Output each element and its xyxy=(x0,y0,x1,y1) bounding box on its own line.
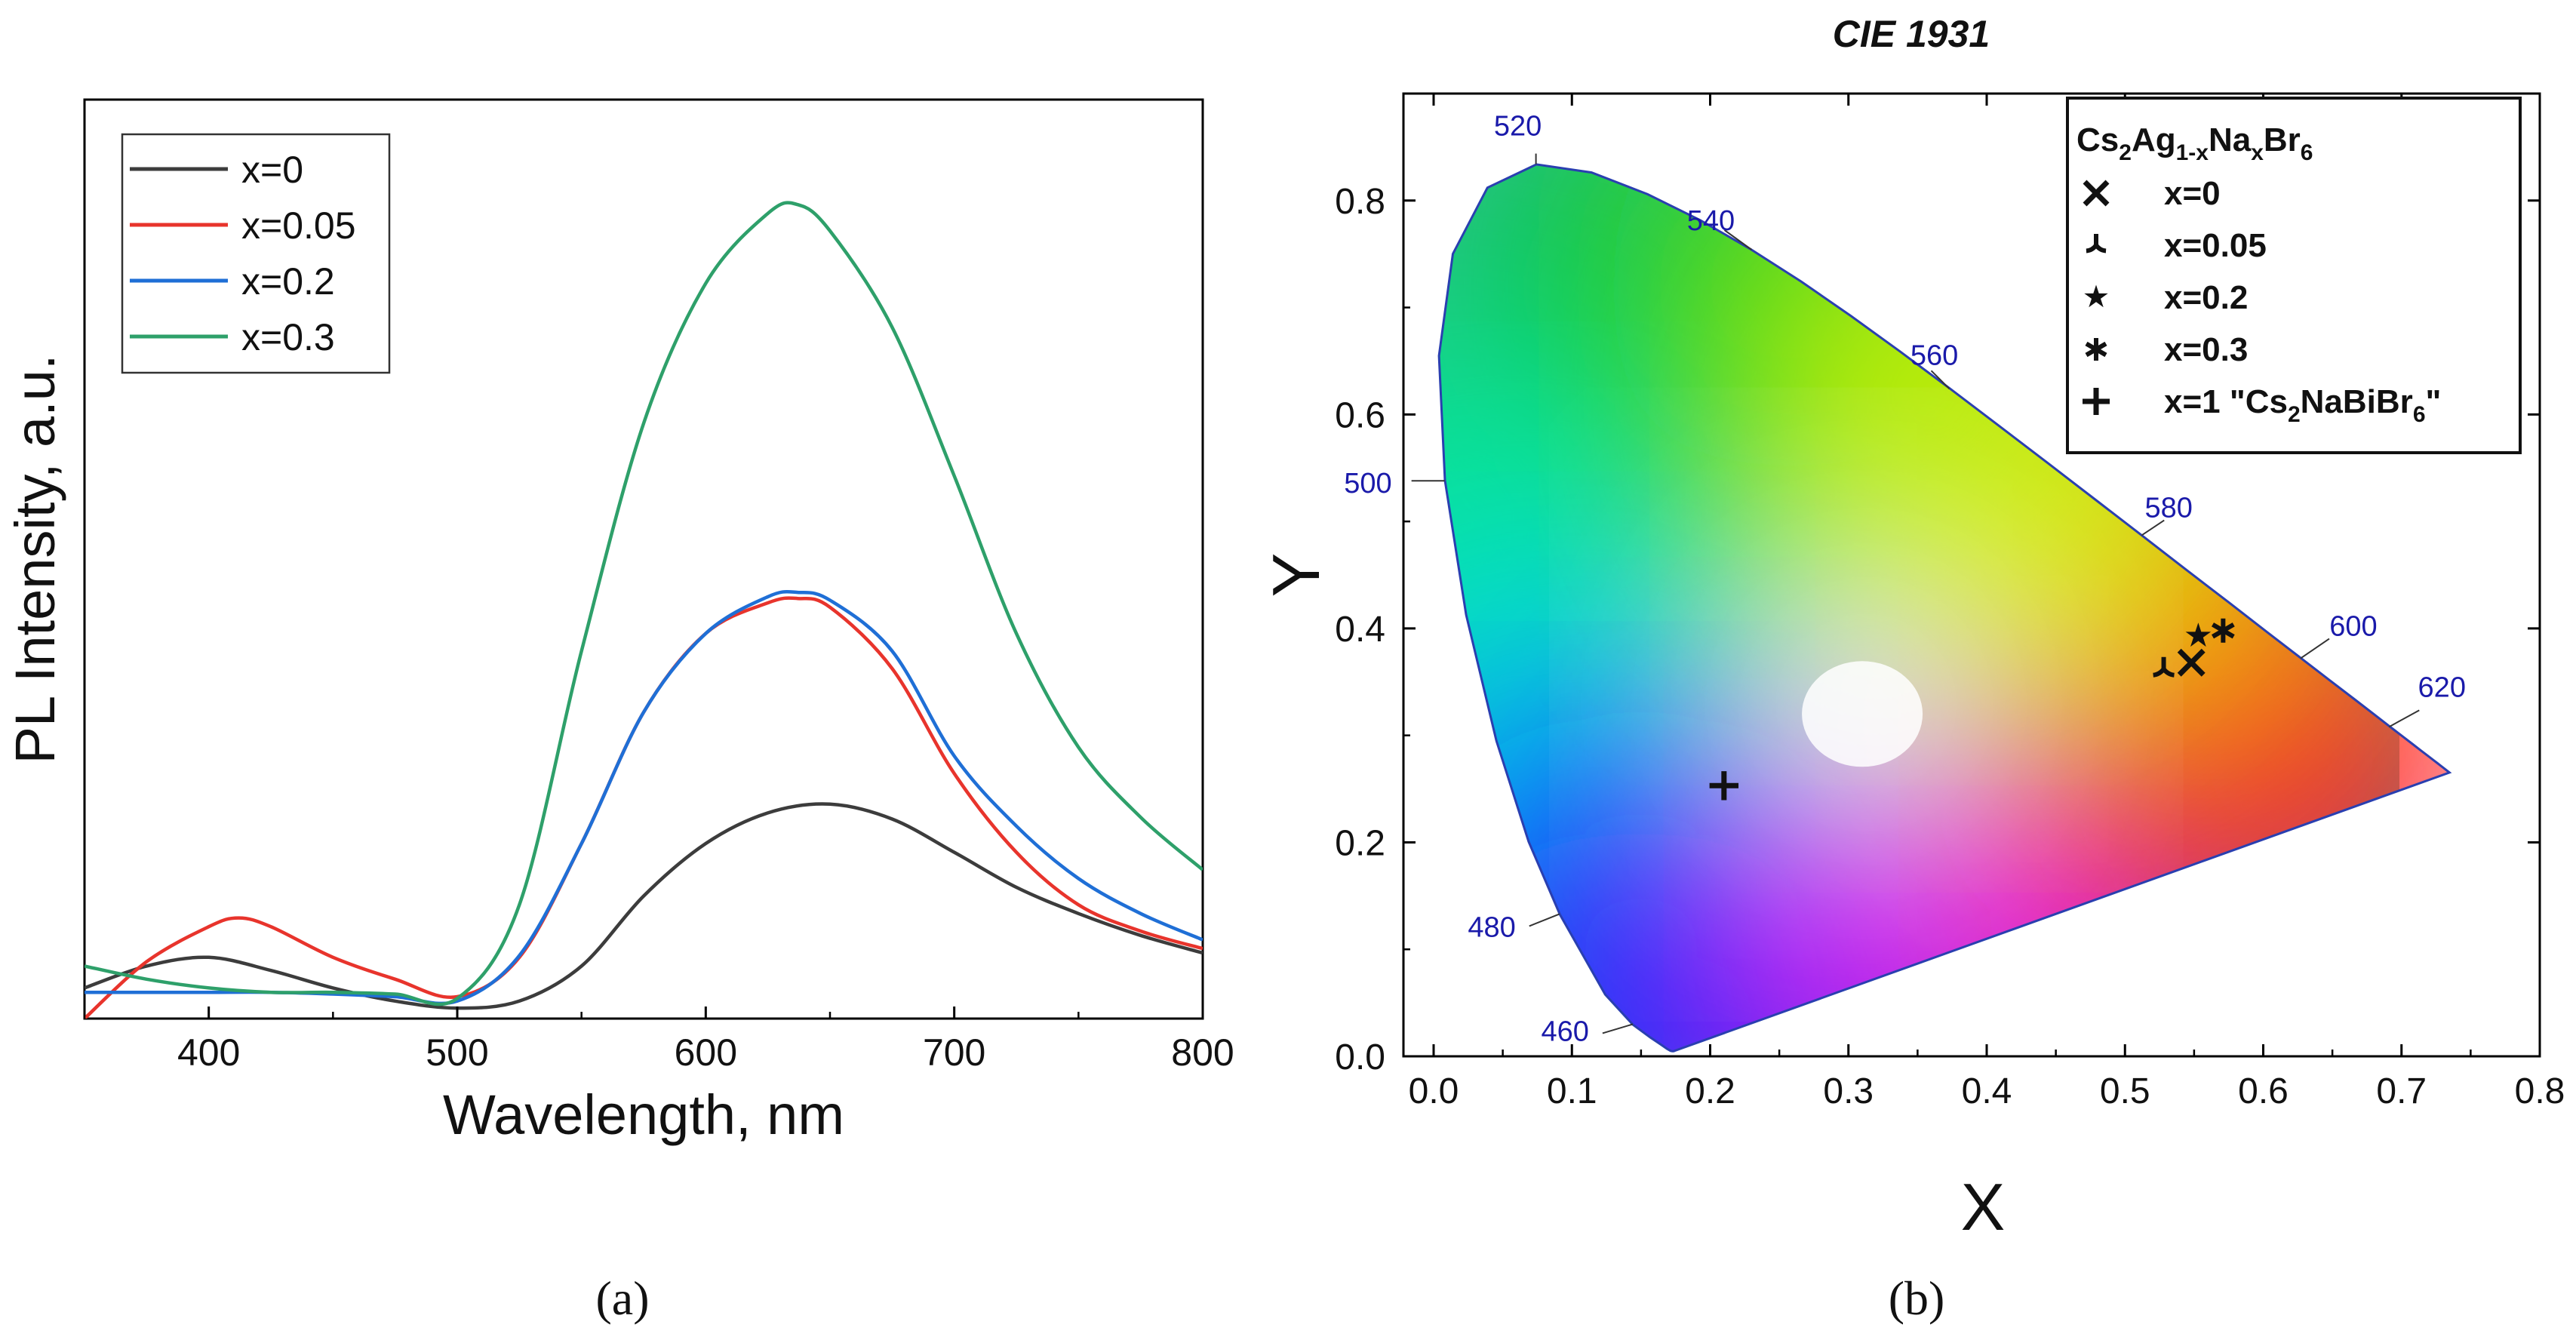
plot-frame-b xyxy=(1402,92,2541,1058)
marker-stroke xyxy=(2177,648,2206,677)
data-point-3 xyxy=(2212,618,2235,643)
wavelength-label-520: 520 xyxy=(1494,111,1542,143)
marker-stroke xyxy=(2162,667,2175,678)
y-tick-label-b: 0.4 xyxy=(1335,610,1385,650)
legend-marker-b-0 xyxy=(2083,180,2110,207)
legend-marker-b-2 xyxy=(2084,284,2108,308)
x-tick-label-a: 600 xyxy=(675,1031,737,1074)
legend-label-a-1: x=0.05 xyxy=(241,204,356,247)
wavelength-label-620: 620 xyxy=(2418,672,2466,703)
x-tick-label-b: 0.6 xyxy=(2238,1071,2289,1111)
x-tick-label-b: 0.8 xyxy=(2515,1071,2565,1111)
legend-label-a-0: x=0 xyxy=(241,149,303,191)
x-tick-label-b: 0.2 xyxy=(1685,1071,1735,1111)
legend-label-b-0: x=0 xyxy=(2164,175,2221,212)
y-tick-label-b: 0.0 xyxy=(1335,1037,1385,1077)
y-tick-label-b: 0.8 xyxy=(1335,182,1385,222)
legend-b: Cs2Ag1-xNaxBr6 x=0 x=0.05 x=0.2 x=0.3 x=1 "C… xyxy=(2066,97,2522,454)
y-tick-label-b: 0.6 xyxy=(1335,395,1385,435)
x-ticks-b: 0.0 0.1 0.2 0.3 0.4 0.5 0.6 0.7 0.8 xyxy=(1409,94,2565,1111)
marker-center xyxy=(2219,626,2227,635)
wavelength-label-600: 600 xyxy=(2329,611,2377,643)
data-point-2 xyxy=(2185,622,2212,647)
wavelength-tick-600 xyxy=(2300,638,2330,659)
series-line-2 xyxy=(85,589,1203,1006)
x-tick-label-b: 0.3 xyxy=(1823,1071,1874,1111)
x-tick-label-a: 700 xyxy=(923,1031,985,1074)
legend-title-b: Cs2Ag1-xNaxBr6 xyxy=(2076,121,2313,165)
legend-label-a-3: x=0.3 xyxy=(241,316,335,358)
series-line-3 xyxy=(85,201,1203,1007)
x-axis-label-b: X xyxy=(1961,1169,2006,1244)
wavelength-label-560: 560 xyxy=(1910,340,1958,371)
wavelength-label-500: 500 xyxy=(1344,468,1391,499)
y-axis-label-a: PL Intensity, a.u. xyxy=(4,355,66,764)
wavelength-labels: 460 480 500 520 540 560 580 600 620 xyxy=(1344,111,2466,1048)
wavelength-tick-560 xyxy=(1930,370,1950,390)
legend-label-b-3: x=0.3 xyxy=(2164,331,2248,368)
data-points-b xyxy=(1709,618,2235,801)
series-line-0 xyxy=(85,802,1203,1010)
legend-label-b-2: x=0.2 xyxy=(2164,279,2248,316)
legend-label-b-1: x=0.05 xyxy=(2164,227,2267,264)
wavelength-tick-480 xyxy=(1529,913,1560,927)
white-point-core xyxy=(1802,661,1923,767)
x-tick-label-b: 0.1 xyxy=(1547,1071,1597,1111)
panel-a: 400 500 600 700 800 x=0 x=0.05 x=0.2 x=0.3 Wave… xyxy=(4,98,1234,1325)
y-ticks-b: 0.0 0.2 0.4 0.6 0.8 xyxy=(1335,182,2540,1077)
x-tick-label-b: 0.4 xyxy=(1962,1071,2012,1111)
x-tick-label-b: 0.5 xyxy=(2100,1071,2150,1111)
wavelength-tick-540 xyxy=(1723,229,1753,250)
wavelength-label-580: 580 xyxy=(2145,493,2193,524)
wavelength-label-540: 540 xyxy=(1687,205,1735,237)
panel-b: CIE 1931 460 480 500 520 540 560 580 600 620 0.0… xyxy=(1259,13,2565,1325)
legend-marker-b-4 xyxy=(2083,388,2110,415)
chart-title-b: CIE 1931 xyxy=(1833,13,1990,55)
x-ticks-a: 400 500 600 700 800 xyxy=(83,1007,1234,1074)
wavelength-tick-620 xyxy=(2388,709,2420,728)
series-lines-a xyxy=(85,201,1203,1019)
marker-shape xyxy=(2185,622,2212,647)
wavelength-tick-580 xyxy=(2141,519,2165,536)
data-point-1 xyxy=(2153,656,2175,678)
y-axis-label-b: Y xyxy=(1259,553,1333,598)
marker-shape xyxy=(2084,284,2108,308)
legend-box-a xyxy=(121,133,391,374)
legend-a: x=0 x=0.05 x=0.2 x=0.3 xyxy=(121,133,391,374)
x-tick-label-b: 0.7 xyxy=(2376,1071,2427,1111)
wavelength-label-460: 460 xyxy=(1541,1016,1588,1047)
x-axis-label-a: Wavelength, nm xyxy=(443,1083,844,1146)
legend-label-a-2: x=0.2 xyxy=(241,260,335,303)
data-point-0 xyxy=(2177,648,2206,677)
marker-stroke xyxy=(2083,180,2110,207)
marker-stroke xyxy=(2094,244,2107,254)
panel-label-a: (a) xyxy=(595,1271,649,1325)
x-tick-label-a: 500 xyxy=(426,1031,488,1074)
wavelength-label-480: 480 xyxy=(1468,911,1515,943)
legend-box-b xyxy=(2066,97,2522,454)
x-tick-label-a: 800 xyxy=(1171,1031,1234,1074)
y-tick-label-b: 0.2 xyxy=(1335,823,1385,863)
wavelength-tick-460 xyxy=(1602,1023,1634,1034)
marker-center xyxy=(2092,346,2100,353)
panel-label-b: (b) xyxy=(1889,1271,1945,1325)
data-point-4 xyxy=(1709,771,1739,801)
legend-marker-b-1 xyxy=(2086,234,2107,254)
x-tick-label-b: 0.0 xyxy=(1409,1071,1459,1111)
plot-frame-a xyxy=(83,98,1204,1020)
x-tick-label-a: 400 xyxy=(177,1031,240,1074)
legend-marker-b-3 xyxy=(2085,338,2107,361)
legend-label-b-4: x=1 "Cs2NaBiBr6" xyxy=(2164,383,2441,427)
series-line-1 xyxy=(85,596,1203,1019)
